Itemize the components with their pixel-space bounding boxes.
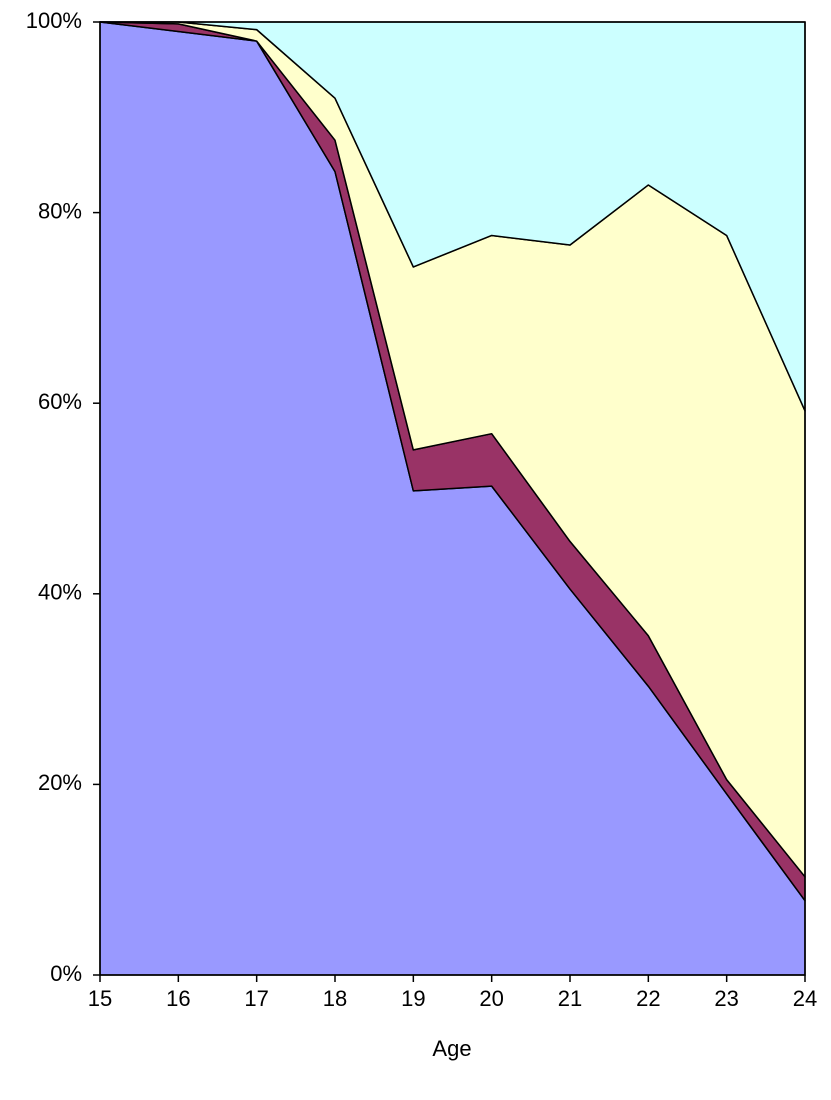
- x-tick-label: 24: [793, 986, 817, 1011]
- x-axis-title: Age: [432, 1036, 471, 1061]
- y-tick-label: 60%: [38, 389, 82, 414]
- x-tick-label: 20: [479, 986, 503, 1011]
- y-tick-label: 20%: [38, 770, 82, 795]
- y-tick-label: 100%: [26, 8, 82, 33]
- y-tick-label: 80%: [38, 198, 82, 223]
- x-tick-label: 21: [558, 986, 582, 1011]
- x-tick-label: 17: [244, 986, 268, 1011]
- x-tick-label: 19: [401, 986, 425, 1011]
- x-tick-label: 15: [88, 986, 112, 1011]
- y-tick-label: 40%: [38, 580, 82, 605]
- x-tick-label: 23: [714, 986, 738, 1011]
- plot-frame: [99, 21, 806, 976]
- y-tick-label: 0%: [50, 961, 82, 986]
- x-tick-label: 18: [323, 986, 347, 1011]
- x-tick-label: 22: [636, 986, 660, 1011]
- x-tick-label: 16: [166, 986, 190, 1011]
